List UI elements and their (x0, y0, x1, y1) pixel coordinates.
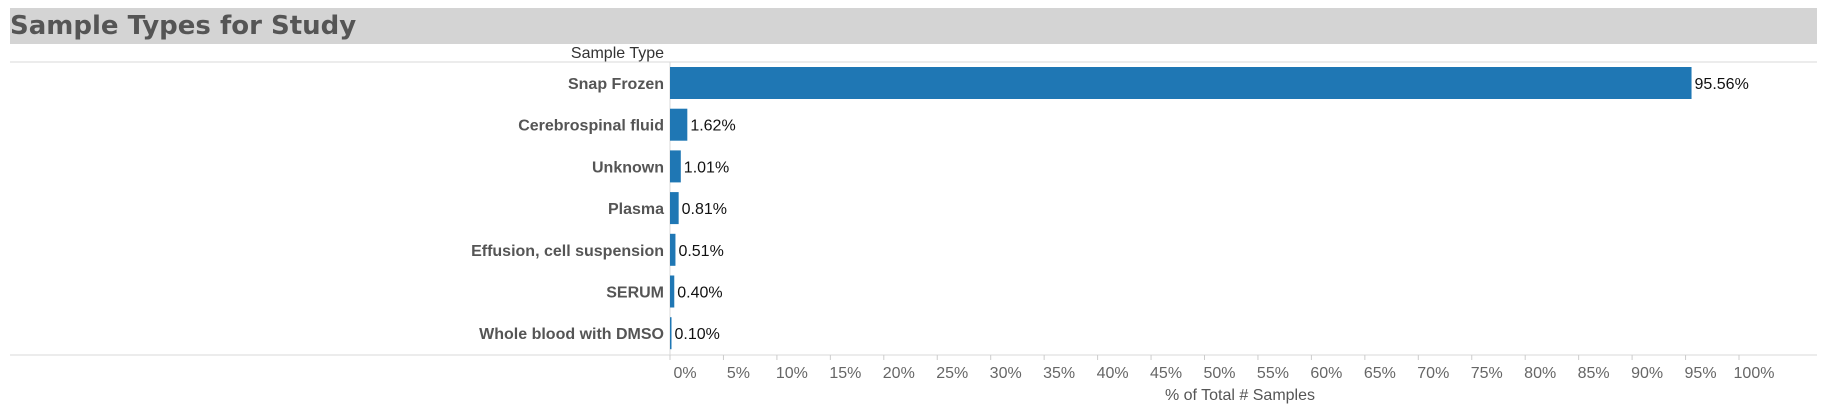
x-tick-label: 90% (1631, 365, 1663, 382)
x-axis: 0% 5% 10% 15% 20% 25% 30% 35% 40% 45% 50% 55% 60% 65%… (669, 355, 1775, 382)
x-tick-label: 30% (990, 365, 1022, 382)
x-tick-label: 100% (1734, 365, 1775, 382)
x-tick-label: 25% (936, 365, 968, 382)
data-label: 95.56% (1695, 76, 1749, 93)
row-header: Sample Type (571, 45, 664, 62)
chart-title: Sample Types for Study (10, 11, 357, 41)
bar[interactable] (670, 150, 681, 183)
category-label: Snap Frozen (568, 76, 664, 93)
bar[interactable] (670, 108, 688, 141)
x-tick-label: 60% (1310, 365, 1342, 382)
category-label: Cerebrospinal fluid (518, 118, 664, 135)
x-tick-label: 85% (1578, 365, 1610, 382)
x-tick-label: 75% (1471, 365, 1503, 382)
bar[interactable] (670, 317, 672, 350)
x-tick-label: 40% (1097, 365, 1129, 382)
bar[interactable] (670, 233, 676, 266)
data-label: 0.40% (677, 285, 722, 302)
category-label: Plasma (608, 201, 664, 218)
x-tick-label: 35% (1043, 365, 1075, 382)
x-axis-label: % of Total # Samples (1165, 387, 1315, 404)
data-label: 0.10% (675, 326, 720, 343)
bar[interactable] (670, 67, 1692, 99)
x-tick-label: 50% (1203, 365, 1235, 382)
category-label: SERUM (606, 285, 664, 302)
x-tick-label: 5% (727, 365, 750, 382)
bar[interactable] (670, 275, 675, 308)
bar-rows: Snap Frozen 95.56% Cerebrospinal fluid 1.62… (471, 67, 1749, 350)
x-tick-label: 45% (1150, 365, 1182, 382)
x-tick-label: 55% (1257, 365, 1289, 382)
data-label: 1.62% (690, 118, 735, 135)
category-label: Effusion, cell suspension (471, 243, 664, 260)
x-tick-label: 95% (1685, 365, 1717, 382)
x-tick-label: 10% (776, 365, 808, 382)
data-label: 1.01% (684, 159, 729, 176)
bar[interactable] (670, 192, 679, 225)
category-label: Unknown (592, 159, 664, 176)
x-tick-label: 0% (673, 365, 696, 382)
data-label: 0.81% (682, 201, 727, 218)
x-tick-label: 15% (829, 365, 861, 382)
category-label: Whole blood with DMSO (479, 326, 664, 343)
x-tick-label: 20% (883, 365, 915, 382)
title-bar: Sample Types for Study (10, 8, 1817, 44)
x-tick-label: 70% (1417, 365, 1449, 382)
data-label: 0.51% (678, 243, 723, 260)
x-tick-label: 80% (1524, 365, 1556, 382)
x-tick-label: 65% (1364, 365, 1396, 382)
